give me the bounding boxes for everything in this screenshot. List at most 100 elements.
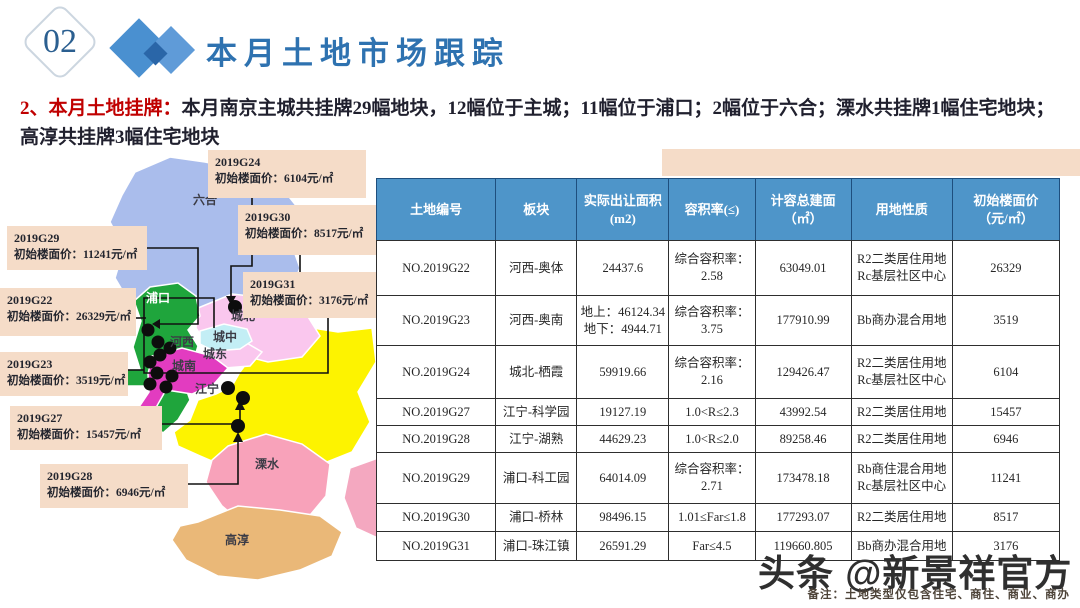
land-parcel-dot [153, 348, 167, 362]
table-cell: NO.2019G30 [375, 503, 497, 532]
table-cell: 89258.46 [754, 425, 852, 453]
map-callout-2019G31: 2019G31 初始楼面价：3176元/㎡ [243, 272, 391, 318]
table-cell: NO.2019G24 [375, 345, 497, 399]
column-header: 板块 [495, 178, 578, 241]
table-cell: Rb商住混合用地 Rc基层社区中心 [850, 452, 953, 504]
table-cell: 129426.47 [754, 345, 852, 399]
column-header: 用地性质 [850, 178, 953, 241]
callout-price: 初始楼面价：3519元/㎡ [7, 375, 126, 388]
table-row: NO.2019G27 江宁-科学园 19127.19 1.0<R≤2.3 43992.5… [375, 398, 1061, 426]
map-region-gaochun [171, 505, 343, 581]
table-cell: 浦口-科工园 [495, 452, 578, 504]
table-cell: 59919.66 [576, 345, 670, 399]
table-cell: Bb商办混合用地 [850, 531, 953, 561]
callout-parcel-id: 2019G23 [7, 357, 53, 371]
table-cell: 15457 [951, 398, 1061, 426]
callout-parcel-id: 2019G28 [47, 469, 93, 483]
table-cell: R2二类居住用地 [850, 503, 953, 532]
intro-paragraph: 2、本月土地挂牌：本月南京主城共挂牌29幅地块，12幅位于主城；11幅位于浦口；… [20, 94, 1068, 152]
land-parcel-dot [165, 369, 179, 383]
table-cell: R2二类居住用地 [850, 425, 953, 453]
table-cell: 1.0<R≤2.3 [668, 398, 756, 426]
table-cell: 64014.09 [576, 452, 670, 504]
map-svg: 六合 浦口 城北 城中 河西 城东 城南 江宁 溧水 高淳 [85, 156, 383, 581]
table-cell: 98496.15 [576, 503, 670, 532]
table-cell: 119660.805 [754, 531, 852, 561]
table-cell: Bb商办混合用地 [850, 295, 953, 346]
land-parcel-dot [163, 341, 177, 355]
land-listing-table: 土地编号 板块 实际出让面积 (m2) 容积率(≤) 计容总建面 （㎡） 用地性… [375, 178, 1061, 561]
land-parcel-dot [159, 380, 173, 394]
callout-price: 初始楼面价：26329元/㎡ [7, 311, 131, 324]
callout-leader-line [147, 247, 199, 325]
table-cell: 24437.6 [576, 240, 670, 296]
callout-parcel-id: 2019G24 [215, 155, 261, 169]
map-callout-2019G24: 2019G24 初始楼面价：6104元/㎡ [208, 150, 366, 198]
table-cell: 43992.54 [754, 398, 852, 426]
decorative-band [662, 149, 1080, 176]
callout-parcel-id: 2019G31 [250, 277, 296, 291]
land-parcel-dot [143, 355, 157, 369]
table-cell: 河西-奥体 [495, 240, 578, 296]
table-cell: 6946 [951, 425, 1061, 453]
table-cell: 江宁-科学园 [495, 398, 578, 426]
region-label-chengdong: 城东 [203, 346, 227, 361]
land-listing-table-wrap: 土地编号 板块 实际出让面积 (m2) 容积率(≤) 计容总建面 （㎡） 用地性… [375, 178, 1061, 561]
leader-arrow-icon [152, 319, 160, 329]
table-cell: 26329 [951, 240, 1061, 296]
callout-price: 初始楼面价：6104元/㎡ [215, 173, 334, 186]
footnote: 备注：土地类型仅包含住宅、商住、商业、商办 [807, 589, 1070, 601]
callout-price: 初始楼面价：8517元/㎡ [245, 228, 364, 241]
table-header-row: 土地编号 板块 实际出让面积 (m2) 容积率(≤) 计容总建面 （㎡） 用地性… [375, 178, 1061, 241]
table-cell: 11241 [951, 452, 1061, 504]
region-label-hexi: 河西 [169, 334, 194, 349]
leader-arrow-icon [235, 400, 245, 410]
table-cell: 1.0<R≤2.0 [668, 425, 756, 453]
column-header: 计容总建面 （㎡） [754, 178, 852, 241]
table-cell: R2二类居住用地 Rc基层社区中心 [850, 345, 953, 399]
intro-label: 2、本月土地挂牌： [20, 98, 182, 119]
page-title: 本月土地市场跟踪 [206, 36, 510, 71]
region-label-pukou: 浦口 [146, 290, 170, 305]
section-number: 02 [43, 23, 77, 60]
table-cell: 173478.18 [754, 452, 852, 504]
map-callout-2019G27: 2019G27 初始楼面价：15457元/㎡ [10, 406, 162, 450]
map-callout-2019G23: 2019G23 初始楼面价：3519元/㎡ [0, 352, 128, 396]
region-label-jiangning: 江宁 [195, 381, 219, 396]
callout-parcel-id: 2019G30 [245, 210, 291, 224]
table-cell: 综合容积率： 3.75 [668, 295, 756, 346]
table-row: NO.2019G31 浦口-珠江镇 26591.29 Far≤4.5 119660.80… [375, 531, 1061, 561]
column-header: 土地编号 [375, 178, 497, 241]
table-cell: 8517 [951, 503, 1061, 532]
table-row: NO.2019G29 浦口-科工园 64014.09 综合容积率： 2.71 17347… [375, 452, 1061, 504]
land-parcel-dot [150, 366, 164, 380]
table-row: NO.2019G28 江宁-湖熟 44629.23 1.0<R≤2.0 89258.46… [375, 425, 1061, 453]
map-region-pukou [85, 282, 201, 434]
table-row: NO.2019G22 河西-奥体 24437.6 综合容积率： 2.58 63049.0… [375, 240, 1061, 296]
table-cell: 综合容积率： 2.71 [668, 452, 756, 504]
callout-price: 初始楼面价：11241元/㎡ [14, 249, 138, 262]
land-parcel-dot [221, 381, 235, 395]
table-cell: 河西-奥南 [495, 295, 578, 346]
land-parcel-dot [231, 419, 245, 433]
table-cell: 177293.07 [754, 503, 852, 532]
table-cell: NO.2019G27 [375, 398, 497, 426]
table-cell: 6104 [951, 345, 1061, 399]
table-cell: 1.01≤Far≤1.8 [668, 503, 756, 532]
land-parcel-dot [151, 335, 165, 349]
table-row: NO.2019G24 城北-栖霞 59919.66 综合容积率： 2.16 129426… [375, 345, 1061, 399]
land-parcel-dot [143, 377, 157, 391]
map-callout-2019G29: 2019G29 初始楼面价：11241元/㎡ [7, 226, 147, 270]
table-row: NO.2019G30 浦口-桥林 98496.15 1.01≤Far≤1.8 17729… [375, 503, 1061, 532]
table-cell: NO.2019G31 [375, 531, 497, 561]
watermark: 头条 @新景祥官方 [758, 553, 1073, 594]
table-cell: NO.2019G29 [375, 452, 497, 504]
table-cell: 63049.01 [754, 240, 852, 296]
table-cell: 3176 [951, 531, 1061, 561]
table-cell: 浦口-珠江镇 [495, 531, 578, 561]
table-cell: 江宁-湖熟 [495, 425, 578, 453]
table-cell: 浦口-桥林 [495, 503, 578, 532]
region-label-chengnan: 城南 [172, 358, 196, 373]
map-callout-2019G28: 2019G28 初始楼面价：6946元/㎡ [40, 464, 188, 508]
callout-leader-line [188, 440, 239, 485]
